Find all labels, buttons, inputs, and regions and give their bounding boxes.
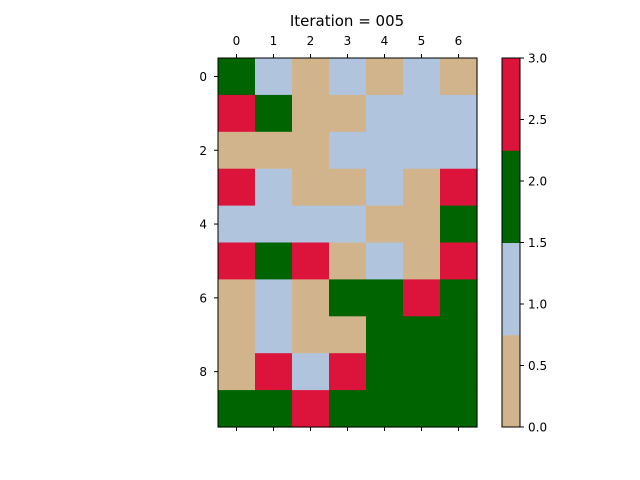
heatmap-cell-r4-c3 <box>329 206 367 244</box>
heatmap-cell-r7-c0 <box>218 316 256 354</box>
heatmap-cell-r5-c3 <box>329 243 367 281</box>
colorbar-tick-label: 2.0 <box>528 175 547 189</box>
heatmap-cell-r7-c5 <box>403 316 441 354</box>
heatmap-cell-r5-c2 <box>292 243 330 281</box>
heatmap-cell-r9-c4 <box>366 390 404 428</box>
heatmap-cell-r7-c4 <box>366 316 404 354</box>
heatmap-cell-r7-c1 <box>255 316 293 354</box>
heatmap-cell-r9-c5 <box>403 390 441 428</box>
heatmap-cell-r6-c3 <box>329 279 367 317</box>
x-tick-label: 5 <box>418 34 426 48</box>
heatmap-cell-r6-c0 <box>218 279 256 317</box>
x-tick-label: 0 <box>233 34 241 48</box>
heatmap-cell-r0-c3 <box>329 58 367 96</box>
heatmap-cell-r0-c5 <box>403 58 441 96</box>
heatmap-cell-r1-c4 <box>366 95 404 132</box>
colorbar <box>502 58 520 428</box>
heatmap-cell-r3-c4 <box>366 169 404 207</box>
heatmap-cell-r1-c6 <box>440 95 478 132</box>
y-tick-label: 8 <box>199 365 207 379</box>
heatmap-cell-r3-c0 <box>218 169 256 207</box>
heatmap-cell-r8-c0 <box>218 353 256 391</box>
heatmap-cell-r0-c1 <box>255 58 293 96</box>
heatmap-cell-r2-c2 <box>292 132 330 170</box>
colorbar-tick-label: 2.5 <box>528 113 547 127</box>
heatmap-cell-r2-c1 <box>255 132 293 170</box>
heatmap-cell-r6-c4 <box>366 279 404 317</box>
x-tick-label: 6 <box>455 34 463 48</box>
heatmap-cell-r8-c2 <box>292 353 330 391</box>
y-tick-label: 2 <box>199 144 207 158</box>
colorbar-tick-label: 3.0 <box>528 52 547 66</box>
heatmap-cell-r5-c6 <box>440 243 478 281</box>
heatmap-cell-r3-c2 <box>292 169 330 207</box>
y-tick-label: 0 <box>199 70 207 84</box>
x-tick-label: 4 <box>381 34 389 48</box>
heatmap-cell-r9-c6 <box>440 390 478 428</box>
heatmap-cell-r2-c0 <box>218 132 256 170</box>
heatmap-cell-r6-c6 <box>440 279 478 317</box>
heatmap-cell-r7-c2 <box>292 316 330 354</box>
heatmap-cell-r8-c3 <box>329 353 367 391</box>
heatmap-cell-r2-c3 <box>329 132 367 170</box>
heatmap-cell-r4-c6 <box>440 206 478 244</box>
heatmap-cell-r2-c4 <box>366 132 404 170</box>
heatmap-cell-r9-c3 <box>329 390 367 428</box>
heatmap-cell-r7-c6 <box>440 316 478 354</box>
heatmap-cell-r5-c0 <box>218 243 256 281</box>
heatmap-cell-r3-c3 <box>329 169 367 207</box>
colorbar-segment <box>502 243 520 336</box>
heatmap-cell-r8-c4 <box>366 353 404 391</box>
heatmap-cell-r7-c3 <box>329 316 367 354</box>
heatmap-cell-r9-c1 <box>255 390 293 428</box>
heatmap-cells <box>218 58 478 428</box>
chart-title: Iteration = 005 <box>290 12 404 30</box>
heatmap-cell-r1-c1 <box>255 95 293 132</box>
colorbar-tick-label: 1.5 <box>528 236 547 250</box>
heatmap-cell-r0-c4 <box>366 58 404 96</box>
heatmap-cell-r5-c4 <box>366 243 404 281</box>
heatmap-cell-r0-c0 <box>218 58 256 96</box>
heatmap-cell-r4-c0 <box>218 206 256 244</box>
heatmap-cell-r2-c5 <box>403 132 441 170</box>
heatmap-cell-r1-c3 <box>329 95 367 132</box>
heatmap-cell-r5-c5 <box>403 243 441 281</box>
heatmap-cell-r0-c2 <box>292 58 330 96</box>
heatmap-cell-r3-c1 <box>255 169 293 207</box>
colorbar-segment <box>502 150 520 243</box>
heatmap-cell-r8-c1 <box>255 353 293 391</box>
colorbar-tick-label: 0.5 <box>528 359 547 373</box>
heatmap-cell-r1-c0 <box>218 95 256 132</box>
y-tick-label: 6 <box>199 291 207 305</box>
colorbar-tick-label: 0.0 <box>528 421 547 435</box>
heatmap-cell-r4-c2 <box>292 206 330 244</box>
heatmap-cell-r4-c5 <box>403 206 441 244</box>
colorbar-segment <box>502 335 520 428</box>
y-tick-label: 4 <box>199 218 207 232</box>
heatmap-cell-r4-c4 <box>366 206 404 244</box>
x-tick-label: 2 <box>307 34 315 48</box>
heatmap-cell-r9-c0 <box>218 390 256 428</box>
x-tick-label: 1 <box>270 34 278 48</box>
heatmap-cell-r6-c2 <box>292 279 330 317</box>
heatmap-cell-r8-c5 <box>403 353 441 391</box>
x-tick-label: 3 <box>344 34 352 48</box>
colorbar-tick-label: 1.0 <box>528 298 547 312</box>
heatmap-cell-r0-c6 <box>440 58 478 96</box>
heatmap-cell-r9-c2 <box>292 390 330 428</box>
heatmap-cell-r3-c6 <box>440 169 478 207</box>
heatmap-cell-r6-c1 <box>255 279 293 317</box>
heatmap-cell-r6-c5 <box>403 279 441 317</box>
heatmap-cell-r3-c5 <box>403 169 441 207</box>
colorbar-segment <box>502 58 520 151</box>
heatmap-cell-r8-c6 <box>440 353 478 391</box>
heatmap-cell-r1-c5 <box>403 95 441 132</box>
heatmap-cell-r2-c6 <box>440 132 478 170</box>
heatmap-cell-r5-c1 <box>255 243 293 281</box>
heatmap-cell-r4-c1 <box>255 206 293 244</box>
heatmap-cell-r1-c2 <box>292 95 330 132</box>
